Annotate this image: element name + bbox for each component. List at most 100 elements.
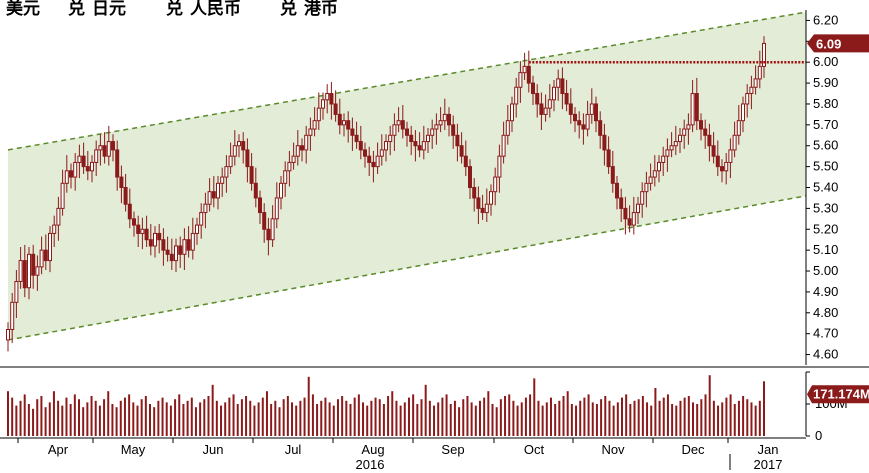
candle-body — [295, 145, 300, 157]
last-price-label: 6.09 — [816, 36, 841, 51]
candle-body — [195, 224, 199, 234]
candle-body — [543, 107, 548, 115]
month-label: Apr — [48, 442, 69, 457]
candle-body — [249, 166, 254, 184]
candle-body — [644, 182, 649, 193]
candle-body — [489, 191, 493, 205]
candle-body — [514, 86, 519, 105]
candle-body — [132, 218, 136, 226]
candle-body — [241, 141, 246, 151]
candle-body — [413, 141, 418, 147]
candle-body — [270, 218, 275, 241]
month-label: Oct — [524, 442, 545, 457]
header-segment: 日元 — [92, 0, 126, 18]
candle-body — [199, 212, 204, 226]
month-label: Jun — [203, 442, 224, 457]
candle-body — [589, 103, 594, 115]
candle-body — [174, 245, 178, 262]
candle-body — [207, 191, 212, 205]
candle-body — [321, 99, 325, 109]
candle-body — [258, 197, 262, 214]
month-label: Jul — [285, 442, 302, 457]
year-label: 2017 — [754, 457, 783, 472]
price-tick-label: 6.20 — [813, 12, 838, 27]
candle-body — [438, 120, 443, 126]
candle-body — [48, 232, 52, 262]
header-segment: 美元 — [6, 0, 40, 18]
candle-body — [640, 191, 645, 205]
candle-body — [455, 134, 460, 147]
candle-body — [535, 93, 540, 105]
candle-body — [661, 155, 666, 163]
candle-body — [18, 260, 23, 282]
candle-body — [350, 128, 355, 136]
candle-body — [161, 239, 166, 251]
candle-body — [493, 176, 498, 193]
candle-body — [648, 176, 653, 184]
month-label: Sep — [441, 442, 464, 457]
price-tick-label: 5.40 — [813, 180, 838, 195]
candle-body — [237, 141, 241, 147]
candle-body — [682, 128, 687, 136]
candle-body — [673, 141, 678, 147]
header-segment: 港币 — [304, 0, 338, 18]
candle-body — [615, 182, 619, 199]
candle-body — [619, 197, 624, 209]
candle-body — [228, 155, 233, 168]
price-panel — [6, 11, 807, 352]
candle-body — [300, 145, 304, 151]
candle-body — [35, 266, 40, 276]
price-tick-label: 4.60 — [813, 347, 838, 362]
candle-body — [426, 134, 430, 143]
candle-body — [447, 113, 451, 126]
price-tick-label: 4.70 — [813, 326, 838, 341]
header-segment: 兑 — [166, 0, 183, 18]
candle-body — [409, 134, 414, 143]
price-tick-label: 5.30 — [813, 200, 838, 215]
candle-body — [220, 176, 225, 184]
candle-body — [144, 228, 149, 241]
candle-body — [581, 124, 586, 130]
candle-body — [98, 145, 103, 151]
candle-body — [657, 161, 661, 172]
price-tick-label: 5.50 — [813, 159, 838, 174]
candle-body — [728, 149, 733, 163]
month-label: Aug — [361, 442, 384, 457]
header-segment: 兑 — [280, 0, 297, 18]
candle-body — [594, 103, 598, 122]
month-label: Jan — [758, 442, 779, 457]
volume-tick-label: 0 — [815, 428, 822, 443]
candle-body — [203, 203, 208, 214]
candle-body — [287, 161, 292, 172]
price-tick-label: 6.00 — [813, 54, 838, 69]
candle-body — [153, 232, 157, 247]
candle-body — [652, 170, 657, 178]
candle-body — [90, 161, 94, 172]
candle-body — [442, 113, 447, 122]
candle-body — [711, 145, 716, 157]
candle-body — [694, 93, 699, 122]
candle-body — [749, 86, 754, 95]
candle-body — [186, 239, 191, 251]
candle-body — [627, 218, 632, 226]
candle-body — [127, 203, 132, 220]
candle-body — [279, 182, 283, 199]
candle-body — [552, 86, 556, 101]
candle-body — [27, 253, 31, 289]
candle-body — [94, 149, 99, 163]
price-tick-label: 4.90 — [813, 284, 838, 299]
candle-body — [665, 149, 670, 157]
candle-body — [157, 232, 162, 241]
candle-body — [85, 166, 90, 172]
candle-body — [505, 120, 510, 136]
candle-body — [316, 107, 321, 122]
candle-body — [463, 155, 468, 168]
candle-body — [699, 120, 703, 130]
candle-body — [762, 42, 766, 67]
candle-body — [568, 103, 573, 115]
price-tick-label: 5.10 — [813, 242, 838, 257]
candle-body — [573, 113, 577, 122]
candle-body — [245, 149, 250, 168]
candle-body — [325, 93, 330, 101]
candle-body — [539, 103, 544, 115]
